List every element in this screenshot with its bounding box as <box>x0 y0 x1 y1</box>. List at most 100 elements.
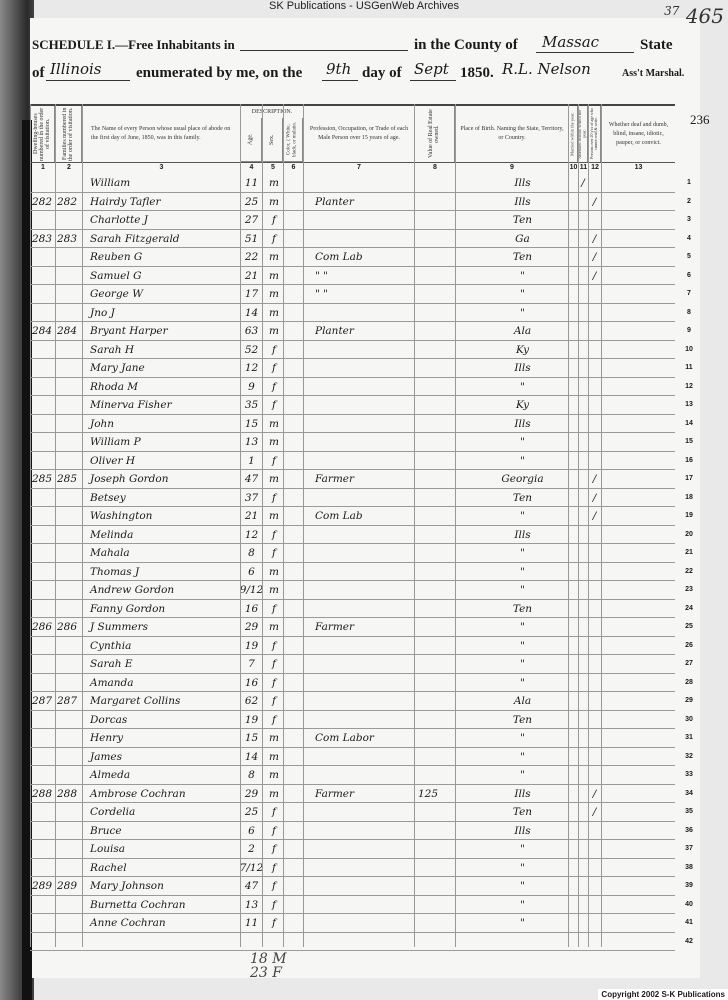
sex <box>266 933 282 951</box>
line-number: 23 <box>685 586 693 593</box>
dwelling-number <box>32 933 55 951</box>
birthplace: " <box>520 861 525 874</box>
person-name: Cordelia <box>90 806 136 818</box>
real-estate-value <box>418 766 454 784</box>
family-number: 284 <box>57 325 78 337</box>
real-estate-value: 125 <box>418 787 439 800</box>
family-number <box>57 655 82 673</box>
person-name: Dorcas <box>90 713 128 726</box>
family-number <box>57 803 82 821</box>
table-row: Fanny Gordon 16 f Ten <box>30 600 675 618</box>
illiterate-mark <box>588 655 601 673</box>
column-number: 8 <box>414 162 455 174</box>
col-header-sex: Sex. <box>262 118 283 162</box>
state-value: Illinois <box>50 60 102 78</box>
column-number: 2 <box>55 162 82 174</box>
illiterate-mark <box>588 526 601 544</box>
age: 29 <box>244 787 259 800</box>
county-underline <box>536 52 634 53</box>
table-row: Betsey 37 f Ten / <box>30 489 675 507</box>
line-number: 26 <box>685 641 693 649</box>
occupation <box>315 766 413 784</box>
table-row: John 15 m Ills <box>30 415 675 433</box>
occupation <box>315 914 413 932</box>
line-number: 42 <box>685 937 693 945</box>
line-number: 27 <box>685 660 693 667</box>
real-estate-value <box>418 674 454 692</box>
day-underline <box>322 80 358 81</box>
scan-shadow <box>22 120 32 1000</box>
line-number: 34 <box>685 789 693 797</box>
real-estate-value <box>418 174 454 192</box>
school-mark <box>578 267 588 285</box>
occupation <box>315 563 413 581</box>
table-row: 286 286 J Summers 29 m Farmer " <box>30 618 675 637</box>
column-number: 10 <box>568 162 578 174</box>
line-number: 22 <box>685 567 693 575</box>
illiterate-mark: / <box>592 195 597 208</box>
occupation: " " <box>315 288 328 300</box>
family-number <box>57 600 82 618</box>
person-name: Minerva Fisher <box>90 399 172 411</box>
real-estate-value <box>418 378 454 396</box>
school-mark <box>578 248 588 266</box>
family-number <box>57 526 82 544</box>
dwelling-number <box>32 433 55 451</box>
line-number: 8 <box>687 308 691 316</box>
birthplace: " <box>520 306 525 319</box>
enumerated-label: enumerated by me, on the <box>136 65 303 81</box>
school-mark <box>578 470 588 488</box>
sex: f <box>272 695 276 707</box>
table-row: William 11 m Ills / <box>30 174 675 193</box>
occupation: Farmer <box>315 621 355 633</box>
illiterate-mark <box>588 581 601 599</box>
column-rule <box>283 104 284 947</box>
inhabitants-blank <box>240 50 408 51</box>
person-name: George W <box>90 288 144 300</box>
illiterate-mark <box>588 618 601 636</box>
sex: m <box>269 417 279 430</box>
school-mark <box>578 304 588 322</box>
line-number: 30 <box>685 715 693 723</box>
person-name: William <box>90 177 131 189</box>
column-number: 5 <box>262 162 283 174</box>
occupation <box>315 896 413 914</box>
table-row: 284 284 Bryant Harper 63 m Planter Ala <box>30 322 675 341</box>
dwelling-number <box>32 304 55 322</box>
person-name: Mahala <box>90 547 130 559</box>
school-mark <box>578 711 588 729</box>
person-name: Washington <box>90 510 153 522</box>
family-number <box>57 637 82 655</box>
illiterate-mark <box>588 433 601 451</box>
column-rule <box>262 104 263 947</box>
family-number <box>57 933 82 951</box>
occupation: Com Lab <box>315 251 363 263</box>
family-number: 287 <box>57 695 78 707</box>
sex: f <box>272 380 276 393</box>
dwelling-number <box>32 507 55 525</box>
occupation <box>315 230 413 248</box>
sex: m <box>269 584 279 596</box>
copyright: Copyright 2002 S-K Publications <box>598 989 728 1000</box>
occupation: Planter <box>315 325 354 337</box>
age: 63 <box>244 325 259 337</box>
occupation <box>315 877 413 895</box>
occupation <box>315 803 413 821</box>
birthplace: Georgia <box>501 473 544 485</box>
dwelling-number <box>32 840 55 858</box>
school-mark <box>578 914 588 932</box>
line-number: 19 <box>685 512 693 519</box>
family-number <box>57 581 82 599</box>
column-number: 3 <box>82 162 240 174</box>
real-estate-value <box>418 304 454 322</box>
sex: f <box>272 824 276 837</box>
col-header-condition: Whether deaf and dumb, blind, insane, id… <box>601 106 675 162</box>
real-estate-value <box>418 933 454 951</box>
table-row: Rachel 7/12 f " <box>30 859 675 877</box>
person-name: Charlotte J <box>90 214 148 226</box>
real-estate-value <box>418 748 454 766</box>
illiterate-mark <box>588 396 601 414</box>
page-number: 37 465 <box>664 4 724 28</box>
real-estate-value <box>418 322 454 340</box>
age: 9 <box>248 380 255 393</box>
